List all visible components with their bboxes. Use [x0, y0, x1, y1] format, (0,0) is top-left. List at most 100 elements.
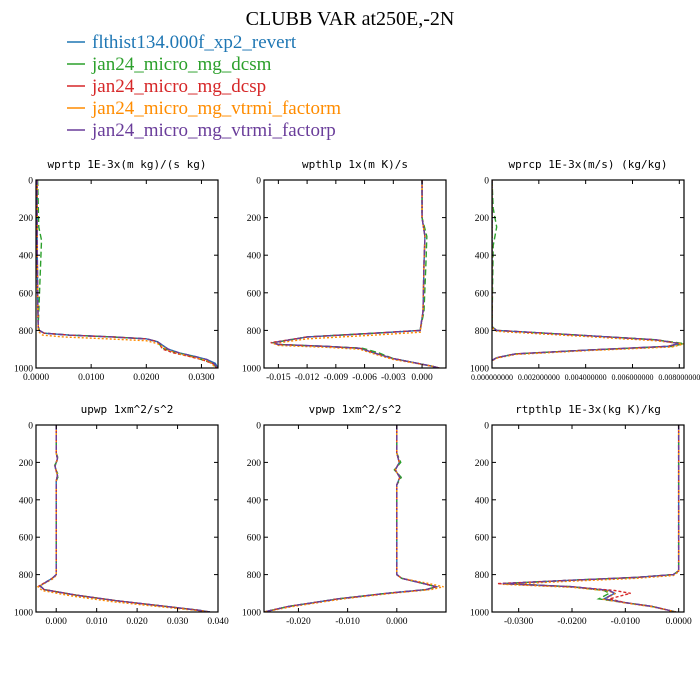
y-tick-label: 800: [475, 327, 490, 337]
plot-frame: [263, 424, 447, 613]
series-group: [264, 425, 444, 612]
x-tick-label: 0.000: [46, 617, 68, 627]
panel: upwp 1xm^2/s^2 0 200 400 600 800 1000 0.000 0.01…: [14, 403, 229, 627]
x-tick-label: 0.040: [207, 617, 229, 627]
series-line: [38, 425, 211, 612]
legend-label: jan24_micro_mg_dcsm: [91, 54, 272, 75]
series-group: [270, 180, 440, 368]
series-line: [36, 180, 218, 368]
x-tick-label: -0.0300: [504, 617, 534, 627]
y-tick-label: 200: [19, 459, 34, 469]
x-tick-label: 0.004000000: [565, 373, 607, 382]
legend-label: jan24_micro_mg_vtrmi_factorm: [91, 98, 341, 119]
x-tick-label: -0.020: [286, 617, 311, 627]
x-tick-label: 0.0200: [133, 373, 159, 383]
series-line: [492, 180, 680, 362]
y-tick-label: 600: [247, 534, 262, 544]
panel-title: wprtp 1E-3x(m kg)/(s kg): [48, 158, 207, 171]
x-tick-label: -0.010: [335, 617, 360, 627]
legend-item: jan24_micro_mg_vtrmi_factorm: [67, 98, 341, 119]
y-tick-label: 600: [247, 289, 262, 299]
y-tick-label: 1000: [14, 365, 33, 375]
y-tick-label: 800: [19, 571, 34, 581]
y-tick-label: 600: [19, 289, 34, 299]
series-line: [38, 425, 211, 612]
y-tick-label: 800: [475, 571, 490, 581]
series-line: [492, 180, 680, 362]
legend-label: jan24_micro_mg_vtrmi_factorp: [91, 120, 336, 141]
x-tick-label: -0.006: [352, 373, 377, 383]
series-group: [492, 180, 684, 362]
plot-frame: [491, 424, 685, 613]
panels: wprtp 1E-3x(m kg)/(s kg) 0 200 400 600 800 100…: [14, 158, 700, 627]
legend-label: jan24_micro_mg_dcsp: [91, 76, 266, 97]
y-tick-label: 200: [19, 214, 34, 224]
series-line: [36, 425, 210, 612]
y-tick-label: 800: [247, 327, 262, 337]
panel-title: rtpthlp 1E-3x(kg K)/kg: [515, 403, 661, 416]
y-tick-label: 400: [475, 496, 490, 506]
y-tick-label: 0: [28, 177, 33, 187]
y-tick-label: 0: [256, 177, 261, 187]
x-tick-label: 0.0000: [23, 373, 49, 383]
y-tick-label: 1000: [242, 609, 261, 619]
x-tick-label: 0.0000: [666, 617, 692, 627]
legend-item: jan24_micro_mg_vtrmi_factorp: [67, 120, 336, 141]
x-tick-label: -0.0100: [611, 617, 641, 627]
x-tick-label: -0.009: [324, 373, 349, 383]
series-line: [270, 180, 440, 368]
x-tick-label: 0.020: [126, 617, 148, 627]
series-line: [264, 425, 439, 612]
plot-frame: [491, 179, 685, 369]
legend: flthist134.000f_xp2_revertjan24_micro_mg…: [67, 32, 341, 141]
y-tick-label: 200: [247, 459, 262, 469]
y-tick-label: 1000: [242, 365, 261, 375]
series-line: [502, 425, 680, 612]
series-line: [270, 180, 440, 368]
x-tick-label: 0.002000000: [518, 373, 560, 382]
series-line: [36, 180, 218, 368]
x-tick-label: 0.006000000: [611, 373, 653, 382]
panel: rtpthlp 1E-3x(kg K)/kg 0 200 400 600 800 1000 -…: [470, 403, 692, 627]
panel: vpwp 1xm^2/s^2 0 200 400 600 800 1000 -0.020 -0.…: [242, 403, 447, 627]
panel-title: wprcp 1E-3x(m/s) (kg/kg): [509, 158, 668, 171]
plot-frame: [35, 179, 219, 369]
series-line: [36, 180, 216, 368]
series-line: [37, 425, 211, 612]
series-group: [36, 180, 218, 368]
panel: wpthlp 1x(m K)/s02004006008001000-0.015-…: [242, 158, 447, 383]
series-group: [36, 425, 211, 612]
y-tick-label: 200: [475, 214, 490, 224]
series-line: [264, 425, 439, 612]
x-tick-label: 0.010: [86, 617, 108, 627]
y-tick-label: 800: [247, 571, 262, 581]
y-tick-label: 400: [475, 252, 490, 262]
series-line: [502, 425, 680, 612]
series-line: [270, 180, 440, 368]
y-tick-label: 400: [19, 496, 34, 506]
panel-title: wpthlp 1x(m K)/s: [302, 158, 408, 171]
y-tick-label: 200: [475, 459, 490, 469]
y-tick-label: 600: [19, 534, 34, 544]
y-tick-label: 1000: [14, 609, 33, 619]
legend-item: flthist134.000f_xp2_revert: [67, 32, 297, 53]
y-tick-label: 400: [19, 252, 34, 262]
panel-title: upwp 1xm^2/s^2: [81, 403, 174, 416]
x-tick-label: 0.000: [411, 373, 433, 383]
y-tick-label: 1000: [470, 365, 489, 375]
y-tick-label: 0: [28, 422, 33, 432]
series-line: [502, 425, 680, 612]
y-tick-label: 400: [247, 252, 262, 262]
x-tick-label: -0.0200: [557, 617, 587, 627]
series-line: [270, 180, 440, 368]
y-tick-label: 400: [247, 496, 262, 506]
y-tick-label: 600: [475, 289, 490, 299]
panel: wprcp 1E-3x(m/s) (kg/kg) 0 200 400 600 800 100…: [470, 158, 700, 382]
series-line: [38, 425, 211, 612]
legend-item: jan24_micro_mg_dcsm: [67, 54, 272, 75]
y-tick-label: 600: [475, 534, 490, 544]
y-tick-label: 0: [484, 422, 489, 432]
x-tick-label: 0.0300: [188, 373, 214, 383]
figure-title: CLUBB VAR at250E,-2N: [246, 8, 455, 30]
